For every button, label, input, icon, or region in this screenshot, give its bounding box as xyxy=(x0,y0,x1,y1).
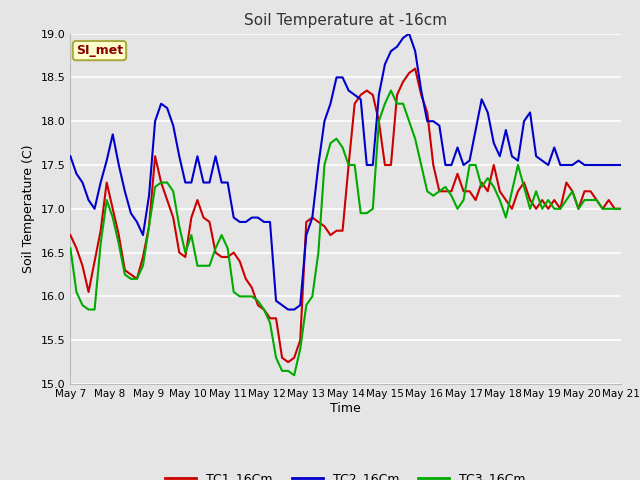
Text: SI_met: SI_met xyxy=(76,44,123,57)
Y-axis label: Soil Temperature (C): Soil Temperature (C) xyxy=(22,144,35,273)
X-axis label: Time: Time xyxy=(330,402,361,415)
Legend: TC1_16Cm, TC2_16Cm, TC3_16Cm: TC1_16Cm, TC2_16Cm, TC3_16Cm xyxy=(160,468,531,480)
Title: Soil Temperature at -16cm: Soil Temperature at -16cm xyxy=(244,13,447,28)
